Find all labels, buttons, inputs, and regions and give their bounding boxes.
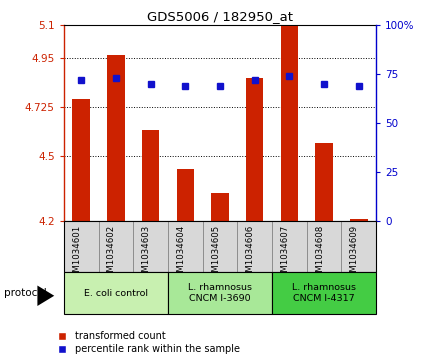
Legend: transformed count, percentile rank within the sample: transformed count, percentile rank withi… <box>49 327 244 358</box>
Bar <box>307 221 341 272</box>
Text: GSM1034605: GSM1034605 <box>211 225 220 283</box>
Bar <box>73 99 90 221</box>
Text: GSM1034602: GSM1034602 <box>107 225 116 283</box>
Bar <box>99 221 133 272</box>
Text: GSM1034609: GSM1034609 <box>350 225 359 283</box>
Bar <box>203 221 237 272</box>
Text: L. rhamnosus
CNCM I-3690: L. rhamnosus CNCM I-3690 <box>188 283 252 303</box>
Title: GDS5006 / 182950_at: GDS5006 / 182950_at <box>147 10 293 23</box>
Polygon shape <box>37 286 54 306</box>
Text: GSM1034603: GSM1034603 <box>142 225 150 283</box>
Bar <box>281 26 298 221</box>
Bar <box>272 272 376 314</box>
Bar <box>176 169 194 221</box>
Text: GSM1034604: GSM1034604 <box>176 225 185 283</box>
Text: GSM1034601: GSM1034601 <box>72 225 81 283</box>
Bar <box>211 193 229 221</box>
Bar <box>168 272 272 314</box>
Bar <box>350 219 367 221</box>
Bar <box>142 130 159 221</box>
Bar <box>64 221 99 272</box>
Bar <box>64 272 168 314</box>
Text: GSM1034606: GSM1034606 <box>246 225 255 283</box>
Text: GSM1034608: GSM1034608 <box>315 225 324 283</box>
Bar <box>133 221 168 272</box>
Text: L. rhamnosus
CNCM I-4317: L. rhamnosus CNCM I-4317 <box>292 283 356 303</box>
Text: protocol: protocol <box>4 288 47 298</box>
Bar <box>237 221 272 272</box>
Bar <box>246 78 264 221</box>
Bar <box>341 221 376 272</box>
Bar <box>107 55 125 221</box>
Bar <box>168 221 203 272</box>
Text: GSM1034607: GSM1034607 <box>280 225 290 283</box>
Bar <box>315 143 333 221</box>
Text: E. coli control: E. coli control <box>84 289 148 298</box>
Bar <box>272 221 307 272</box>
